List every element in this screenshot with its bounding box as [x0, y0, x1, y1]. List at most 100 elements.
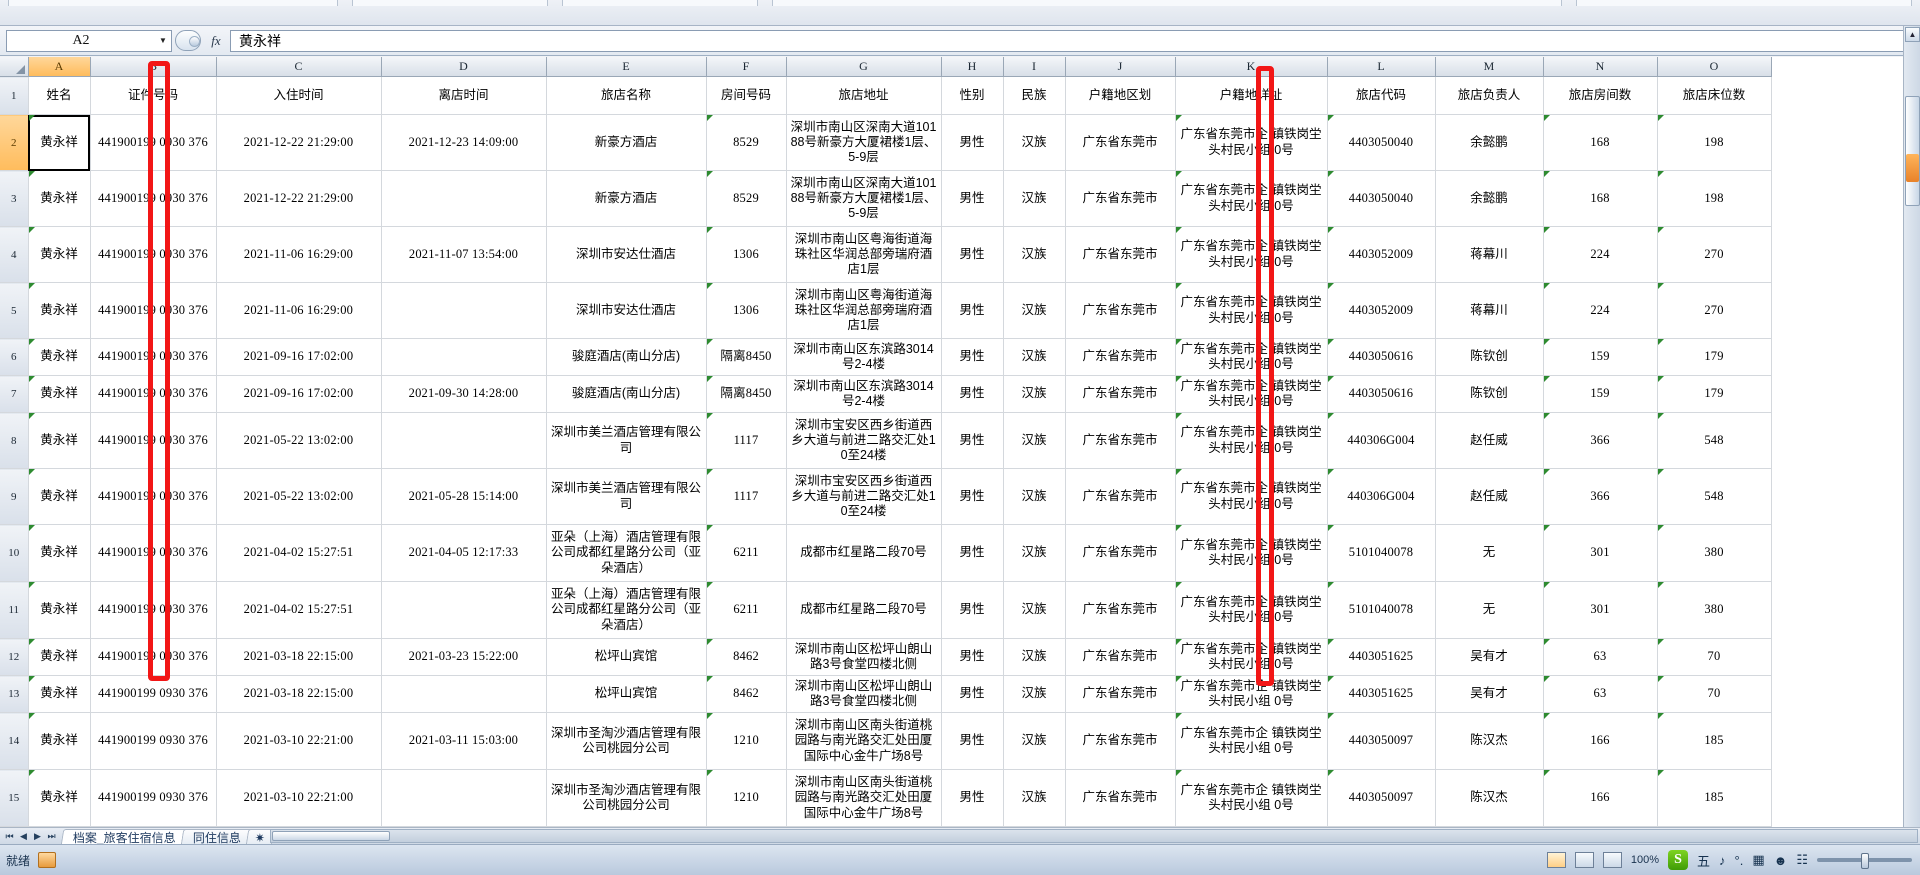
sheet-tab-2[interactable]: 同住信息: [180, 828, 253, 845]
cell-N7[interactable]: 159: [1543, 375, 1658, 413]
cell-D15[interactable]: [381, 769, 547, 827]
cell-D4[interactable]: 2021-11-07 13:54:00: [381, 226, 547, 283]
column-header-N[interactable]: N: [1543, 57, 1658, 77]
cell-O15[interactable]: 185: [1657, 769, 1772, 827]
cell-K5[interactable]: 广东省东莞市企 镇铁岗坣头村民小组 0号: [1175, 282, 1328, 339]
column-header-D[interactable]: D: [381, 57, 547, 77]
cell-G11[interactable]: 成都市红星路二段70号: [786, 581, 942, 639]
cell-F13[interactable]: 8462: [706, 675, 787, 713]
normal-view-button[interactable]: [1546, 852, 1566, 868]
weather-icon[interactable]: °.: [1734, 852, 1744, 868]
cell-K9[interactable]: 广东省东莞市企 镇铁岗坣头村民小组 0号: [1175, 468, 1328, 525]
cell-H6[interactable]: 男性: [941, 338, 1004, 376]
cell-I11[interactable]: 汉族: [1003, 581, 1066, 639]
cell-N11[interactable]: 301: [1543, 581, 1658, 639]
cell-G14[interactable]: 深圳市南山区南头街道桃园路与南光路交汇处田厦国际中心金牛广场8号: [786, 712, 942, 770]
cell-E8[interactable]: 深圳市美兰酒店管理有限公司: [546, 412, 707, 469]
row-header-5[interactable]: 5: [0, 282, 29, 339]
cell-A2[interactable]: 黄永祥: [28, 114, 91, 171]
cell-E12[interactable]: 松坪山宾馆: [546, 638, 707, 676]
cell-F15[interactable]: 1210: [706, 769, 787, 827]
cell-I3[interactable]: 汉族: [1003, 170, 1066, 227]
cell-C12[interactable]: 2021-03-18 22:15:00: [216, 638, 382, 676]
cell-B2[interactable]: 441900199 0930 376: [90, 114, 217, 171]
cell-L5[interactable]: 4403052009: [1327, 282, 1436, 339]
cell-F10[interactable]: 6211: [706, 524, 787, 582]
cell-L7[interactable]: 4403050616: [1327, 375, 1436, 413]
column-header-C[interactable]: C: [216, 57, 382, 77]
cell-O12[interactable]: 70: [1657, 638, 1772, 676]
cell-O10[interactable]: 380: [1657, 524, 1772, 582]
cell-A5[interactable]: 黄永祥: [28, 282, 91, 339]
cell-C9[interactable]: 2021-05-22 13:02:00: [216, 468, 382, 525]
ribbon-tab-stub-5[interactable]: [1576, 0, 1912, 6]
cell-M11[interactable]: 无: [1435, 581, 1544, 639]
cell-F4[interactable]: 1306: [706, 226, 787, 283]
ribbon-tab-stub-4[interactable]: [772, 0, 1562, 6]
cell-C5[interactable]: 2021-11-06 16:29:00: [216, 282, 382, 339]
column-header-H[interactable]: H: [941, 57, 1004, 77]
row-header-12[interactable]: 12: [0, 638, 29, 676]
cell-E2[interactable]: 新豪方酒店: [546, 114, 707, 171]
cell-E6[interactable]: 骏庭酒店(南山分店): [546, 338, 707, 376]
cell-N13[interactable]: 63: [1543, 675, 1658, 713]
cell-O11[interactable]: 380: [1657, 581, 1772, 639]
cell-O7[interactable]: 179: [1657, 375, 1772, 413]
cell-I10[interactable]: 汉族: [1003, 524, 1066, 582]
cell-K4[interactable]: 广东省东莞市企 镇铁岗坣头村民小组 0号: [1175, 226, 1328, 283]
cell-G3[interactable]: 深圳市南山区深南大道10188号新豪方大厦裙楼1层、5-9层: [786, 170, 942, 227]
cell-I8[interactable]: 汉族: [1003, 412, 1066, 469]
keyboard-icon[interactable]: ▦: [1752, 852, 1765, 867]
column-header-A[interactable]: A: [28, 57, 91, 77]
cell-C7[interactable]: 2021-09-16 17:02:00: [216, 375, 382, 413]
cell-K11[interactable]: 广东省东莞市企 镇铁岗坣头村民小组 0号: [1175, 581, 1328, 639]
cell-O4[interactable]: 270: [1657, 226, 1772, 283]
row-header-8[interactable]: 8: [0, 412, 29, 469]
zoom-slider[interactable]: [1817, 853, 1912, 869]
cell-M8[interactable]: 赵任威: [1435, 412, 1544, 469]
cell-I7[interactable]: 汉族: [1003, 375, 1066, 413]
cell-G5[interactable]: 深圳市南山区粤海街道海珠社区华润总部旁瑞府酒店1层: [786, 282, 942, 339]
field-header-B[interactable]: 证件号码: [90, 76, 217, 115]
cell-M14[interactable]: 陈汉杰: [1435, 712, 1544, 770]
column-header-F[interactable]: F: [706, 57, 787, 77]
cell-B6[interactable]: 441900199 0930 376: [90, 338, 217, 376]
cell-F5[interactable]: 1306: [706, 282, 787, 339]
cell-G6[interactable]: 深圳市南山区东滨路3014号2-4楼: [786, 338, 942, 376]
cell-D6[interactable]: [381, 338, 547, 376]
column-header-G[interactable]: G: [786, 57, 942, 77]
cell-M15[interactable]: 陈汉杰: [1435, 769, 1544, 827]
vertical-scroll-thumb[interactable]: [1905, 96, 1920, 206]
cell-M5[interactable]: 蒋幕川: [1435, 282, 1544, 339]
field-header-C[interactable]: 入住时间: [216, 76, 382, 115]
field-header-M[interactable]: 旅店负责人: [1435, 76, 1544, 115]
cell-B14[interactable]: 441900199 0930 376: [90, 712, 217, 770]
cell-D12[interactable]: 2021-03-23 15:22:00: [381, 638, 547, 676]
page-layout-view-button[interactable]: [1574, 852, 1594, 868]
cell-E10[interactable]: 亚朵（上海）酒店管理有限公司成都红星路分公司（亚朵酒店）: [546, 524, 707, 582]
field-header-H[interactable]: 性别: [941, 76, 1004, 115]
cell-J14[interactable]: 广东省东莞市: [1065, 712, 1176, 770]
field-header-E[interactable]: 旅店名称: [546, 76, 707, 115]
cell-F12[interactable]: 8462: [706, 638, 787, 676]
cell-L4[interactable]: 4403052009: [1327, 226, 1436, 283]
cell-M7[interactable]: 陈钦创: [1435, 375, 1544, 413]
row-header-7[interactable]: 7: [0, 375, 29, 413]
cell-I12[interactable]: 汉族: [1003, 638, 1066, 676]
column-header-J[interactable]: J: [1065, 57, 1176, 77]
cell-I2[interactable]: 汉族: [1003, 114, 1066, 171]
cell-L10[interactable]: 5101040078: [1327, 524, 1436, 582]
column-header-K[interactable]: K: [1175, 57, 1328, 77]
cell-B12[interactable]: 441900199 0930 376: [90, 638, 217, 676]
record-macro-icon[interactable]: [38, 852, 57, 868]
cell-J2[interactable]: 广东省东莞市: [1065, 114, 1176, 171]
cell-L9[interactable]: 440306G004: [1327, 468, 1436, 525]
field-header-J[interactable]: 户籍地区划: [1065, 76, 1176, 115]
ribbon-tab-stub-2[interactable]: [352, 0, 548, 6]
cell-H15[interactable]: 男性: [941, 769, 1004, 827]
cell-G13[interactable]: 深圳市南山区松坪山朗山路3号食堂四楼北侧: [786, 675, 942, 713]
cell-K7[interactable]: 广东省东莞市企 镇铁岗坣头村民小组 0号: [1175, 375, 1328, 413]
cell-O13[interactable]: 70: [1657, 675, 1772, 713]
cell-G8[interactable]: 深圳市宝安区西乡街道西乡大道与前进二路交汇处10至24楼: [786, 412, 942, 469]
cell-F8[interactable]: 1117: [706, 412, 787, 469]
